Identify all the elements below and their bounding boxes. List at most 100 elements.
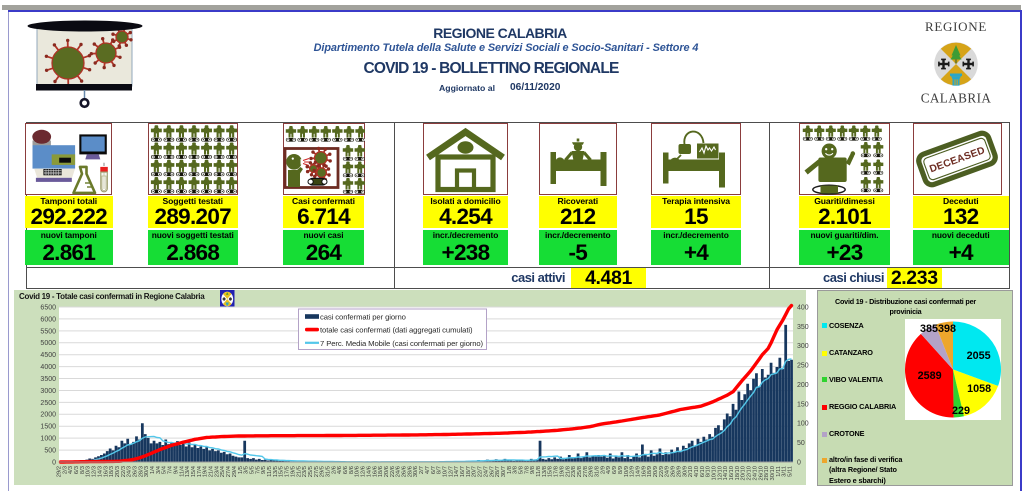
svg-text:30/10: 30/10 xyxy=(770,466,776,481)
svg-text:8/7: 8/7 xyxy=(437,466,443,474)
svg-text:20/7: 20/7 xyxy=(472,466,478,477)
svg-text:3/5: 3/5 xyxy=(244,466,250,474)
svg-text:29/8: 29/8 xyxy=(589,466,595,477)
svg-text:2/10: 2/10 xyxy=(688,466,694,477)
svg-text:12/3: 12/3 xyxy=(92,466,98,477)
svg-text:7/8: 7/8 xyxy=(524,466,530,474)
svg-text:12/10: 12/10 xyxy=(717,466,723,481)
svg-text:6500: 6500 xyxy=(40,304,56,311)
svg-text:14/10: 14/10 xyxy=(723,466,729,481)
svg-text:14/3: 14/3 xyxy=(97,466,103,477)
svg-text:16/9: 16/9 xyxy=(641,466,647,477)
svg-text:1/5: 1/5 xyxy=(238,466,244,474)
svg-text:8/10: 8/10 xyxy=(706,466,712,477)
svg-text:1/8: 1/8 xyxy=(507,466,513,474)
svg-text:28/7: 28/7 xyxy=(495,466,501,477)
svg-text:12/7: 12/7 xyxy=(448,466,454,477)
svg-text:totale casi confermati (dati a: totale casi confermati (dati aggregati c… xyxy=(320,326,473,335)
svg-text:29/4: 29/4 xyxy=(232,465,238,477)
svg-text:casi confermati per giorno: casi confermati per giorno xyxy=(320,313,406,322)
svg-text:26/10: 26/10 xyxy=(758,466,764,481)
svg-text:16/10: 16/10 xyxy=(729,466,735,481)
svg-text:17/8: 17/8 xyxy=(554,466,560,477)
svg-text:24/10: 24/10 xyxy=(752,466,758,481)
svg-text:29/5: 29/5 xyxy=(320,466,326,477)
svg-text:26/9: 26/9 xyxy=(671,466,677,477)
svg-text:350: 350 xyxy=(797,324,809,331)
svg-text:21/4: 21/4 xyxy=(209,465,215,477)
svg-text:13/4: 13/4 xyxy=(185,465,191,477)
svg-text:30/6: 30/6 xyxy=(413,466,419,477)
svg-text:19/8: 19/8 xyxy=(559,466,565,477)
svg-text:20/9: 20/9 xyxy=(653,466,659,477)
svg-text:2/9: 2/9 xyxy=(600,466,606,474)
svg-text:15/8: 15/8 xyxy=(548,466,554,477)
svg-text:14/6: 14/6 xyxy=(366,466,372,477)
svg-text:50: 50 xyxy=(797,440,805,447)
svg-text:30/7: 30/7 xyxy=(501,466,507,477)
svg-text:8/6: 8/6 xyxy=(349,466,355,474)
svg-text:5/4: 5/4 xyxy=(162,465,168,474)
svg-text:23/5: 23/5 xyxy=(302,466,308,477)
svg-text:8/3: 8/3 xyxy=(80,466,86,474)
svg-text:29/2: 29/2 xyxy=(57,466,63,477)
svg-text:4/9: 4/9 xyxy=(606,466,612,474)
svg-text:2500: 2500 xyxy=(40,400,56,407)
svg-text:6/3: 6/3 xyxy=(74,466,80,474)
svg-text:9/8: 9/8 xyxy=(530,466,536,474)
svg-text:28/6: 28/6 xyxy=(407,466,413,477)
svg-text:2/7: 2/7 xyxy=(419,466,425,474)
svg-text:3500: 3500 xyxy=(40,376,56,383)
svg-text:27/4: 27/4 xyxy=(226,465,232,477)
svg-text:3/8: 3/8 xyxy=(513,466,519,474)
svg-text:4/10: 4/10 xyxy=(694,466,700,477)
svg-text:3000: 3000 xyxy=(40,388,56,395)
svg-text:23/4: 23/4 xyxy=(214,465,220,477)
svg-text:18/7: 18/7 xyxy=(466,466,472,477)
svg-text:10/10: 10/10 xyxy=(712,466,718,481)
svg-text:REGIONE: REGIONE xyxy=(925,19,987,34)
svg-text:300: 300 xyxy=(797,343,809,350)
svg-text:6000: 6000 xyxy=(40,316,56,323)
svg-text:24/6: 24/6 xyxy=(396,466,402,477)
svg-text:27/5: 27/5 xyxy=(314,466,320,477)
svg-text:30/3: 30/3 xyxy=(144,466,150,477)
svg-text:20/3: 20/3 xyxy=(115,466,121,477)
svg-text:17/4: 17/4 xyxy=(197,465,203,477)
svg-text:26/6: 26/6 xyxy=(402,466,408,477)
svg-text:1/11: 1/11 xyxy=(776,466,782,477)
svg-text:5000: 5000 xyxy=(40,340,56,347)
svg-text:21/8: 21/8 xyxy=(565,466,571,477)
svg-text:1500: 1500 xyxy=(40,424,56,431)
svg-text:5/11: 5/11 xyxy=(788,466,794,477)
svg-text:22/6: 22/6 xyxy=(390,466,396,477)
svg-text:18/3: 18/3 xyxy=(109,466,115,477)
svg-text:31/8: 31/8 xyxy=(595,466,601,477)
svg-text:5/5: 5/5 xyxy=(250,466,256,474)
svg-text:3/11: 3/11 xyxy=(782,466,788,477)
svg-text:10/6: 10/6 xyxy=(355,466,361,477)
svg-text:200: 200 xyxy=(797,382,809,389)
svg-text:6/6: 6/6 xyxy=(343,466,349,474)
svg-text:11/8: 11/8 xyxy=(536,466,542,477)
svg-text:25/4: 25/4 xyxy=(220,465,226,477)
svg-text:22/7: 22/7 xyxy=(478,466,484,477)
svg-text:4500: 4500 xyxy=(40,352,56,359)
svg-text:18/6: 18/6 xyxy=(378,466,384,477)
svg-text:5500: 5500 xyxy=(40,328,56,335)
svg-text:6/10: 6/10 xyxy=(700,466,706,477)
svg-text:19/5: 19/5 xyxy=(290,466,296,477)
svg-text:16/3: 16/3 xyxy=(103,466,109,477)
svg-text:11/5: 11/5 xyxy=(267,466,273,477)
svg-text:18/9: 18/9 xyxy=(647,466,653,477)
svg-text:13/8: 13/8 xyxy=(542,466,548,477)
svg-text:6/9: 6/9 xyxy=(612,466,618,474)
svg-text:150: 150 xyxy=(797,401,809,408)
svg-text:25/5: 25/5 xyxy=(308,466,314,477)
svg-text:250: 250 xyxy=(797,363,809,370)
svg-text:31/5: 31/5 xyxy=(326,466,332,477)
svg-text:16/7: 16/7 xyxy=(460,466,466,477)
svg-text:24/7: 24/7 xyxy=(483,466,489,477)
svg-text:26/7: 26/7 xyxy=(489,466,495,477)
svg-text:4/7: 4/7 xyxy=(425,466,431,474)
